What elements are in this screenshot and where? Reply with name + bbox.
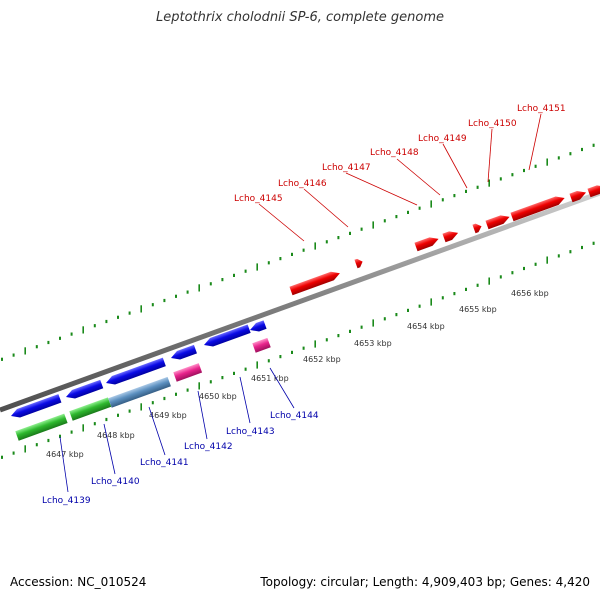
- label-leader-line: [59, 436, 69, 493]
- genome-backbone: [0, 190, 600, 413]
- gene-arrow-reverse: [11, 394, 62, 418]
- gene-arrow-forward: [354, 258, 363, 269]
- scale-labels: 4647 kbp 4648 kbp 4649 kbp 4650 kbp 4651 kbp…: [46, 289, 549, 459]
- label-leader-line: [103, 423, 116, 475]
- scale-label: 4648 kbp: [97, 431, 135, 440]
- gene-label-forward: Lcho_4151: [517, 104, 566, 114]
- gene-arrow-reverse: [66, 379, 104, 399]
- gene-arrow-forward: [472, 223, 482, 234]
- label-leader-line: [396, 158, 441, 196]
- scale-label: 4647 kbp: [46, 450, 84, 459]
- gene-label-reverse: Lcho_4141: [140, 458, 189, 468]
- gene-arrow-forward: [485, 215, 510, 230]
- scale-label: 4649 kbp: [149, 411, 187, 420]
- gene-arrow-forward: [289, 271, 340, 296]
- scale-label: 4655 kbp: [459, 305, 497, 314]
- label-leader-line: [258, 203, 305, 242]
- gene-features: [11, 185, 600, 441]
- gene-label-forward: Lcho_4147: [322, 163, 371, 173]
- accession-label: Accession: NC_010524: [10, 575, 147, 589]
- label-leader-line: [239, 376, 251, 424]
- gene-label-reverse: Lcho_4144: [270, 411, 319, 421]
- scale-label: 4652 kbp: [303, 355, 341, 364]
- label-leader-line: [303, 188, 349, 228]
- gene-label-reverse: Lcho_4142: [184, 442, 233, 452]
- gene-arrow-forward: [510, 196, 565, 222]
- gene-arrow-reverse: [171, 344, 197, 360]
- gene-label-forward: Lcho_4150: [468, 119, 517, 129]
- gene-label-forward: Lcho_4146: [278, 179, 327, 189]
- label-leader-line: [269, 367, 295, 409]
- genome-summary: Topology: circular; Length: 4,909,403 bp…: [260, 575, 590, 589]
- label-leader-line: [197, 390, 208, 440]
- gene-label-forward: Lcho_4148: [370, 148, 419, 158]
- gene-arrow-reverse: [106, 357, 166, 385]
- gene-label-reverse: Lcho_4140: [91, 477, 140, 487]
- scale-label: 4651 kbp: [251, 374, 289, 383]
- feature-block-steel: [108, 376, 171, 408]
- label-leader-line: [528, 113, 542, 171]
- label-leader-line: [487, 128, 493, 183]
- feature-block-green: [69, 397, 112, 421]
- gene-label-forward: Lcho_4149: [418, 134, 467, 144]
- gene-arrow-forward: [569, 191, 587, 203]
- label-leader-line: [148, 406, 166, 456]
- feature-block-pink: [173, 363, 203, 382]
- gene-arrow-reverse: [204, 324, 251, 347]
- gene-label-reverse: Lcho_4143: [226, 427, 275, 437]
- tick-rows: [1, 143, 595, 459]
- tick-row-upper: [1, 143, 595, 361]
- scale-label: 4653 kbp: [354, 339, 392, 348]
- tick-row-lower: [1, 241, 595, 459]
- label-leader-line: [442, 143, 468, 189]
- gene-labels: Lcho_4145 Lcho_4146 Lcho_4147 Lcho_4148 Lcho…: [42, 104, 566, 506]
- gene-arrow-reverse: [250, 320, 267, 332]
- scale-label: 4656 kbp: [511, 289, 549, 298]
- label-leader-line: [345, 172, 418, 206]
- gene-arrow-forward: [442, 231, 459, 243]
- gene-label-reverse: Lcho_4139: [42, 496, 91, 506]
- scale-label: 4654 kbp: [407, 322, 445, 331]
- map-title: Leptothrix cholodnii SP-6, complete geno…: [156, 10, 444, 25]
- gene-arrow-forward: [414, 237, 439, 252]
- feature-block-green: [15, 413, 68, 441]
- gene-label-forward: Lcho_4145: [234, 194, 283, 204]
- gene-arrow-forward: [587, 185, 600, 198]
- scale-label: 4650 kbp: [199, 392, 237, 401]
- feature-block-pink: [252, 337, 271, 353]
